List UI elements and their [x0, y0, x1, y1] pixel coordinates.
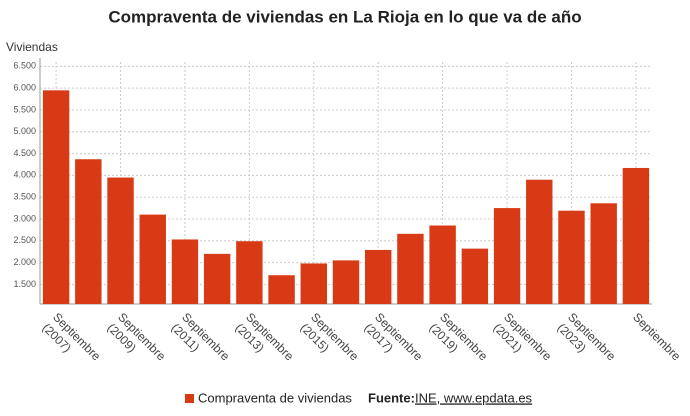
- y-tick-label: 4.500: [13, 148, 36, 158]
- y-axis-label: Viviendas: [6, 40, 58, 54]
- legend-label: Compraventa de viviendas: [198, 390, 352, 405]
- bar: [236, 241, 263, 304]
- bar: [203, 253, 231, 304]
- bar: [558, 210, 585, 304]
- bar: [300, 263, 327, 304]
- bar: [139, 214, 166, 304]
- legend-swatch: [185, 394, 194, 403]
- y-tick-label: 6.500: [13, 61, 36, 71]
- bar: [365, 249, 392, 304]
- bar: [397, 233, 424, 304]
- source[interactable]: INE, www.epdata.es: [415, 390, 533, 405]
- chart-title: Compraventa de viviendas en La Rioja en …: [108, 7, 581, 26]
- bar: [493, 208, 521, 304]
- bar: [461, 248, 489, 304]
- y-tick-label: 5.500: [13, 104, 36, 114]
- y-tick-label: 3.500: [13, 192, 36, 202]
- bar: [590, 203, 617, 304]
- bar: [42, 90, 70, 304]
- y-tick-label: 3.000: [13, 213, 36, 223]
- bar: [622, 167, 650, 304]
- bar: [526, 179, 553, 304]
- y-tick-label: 1.500: [13, 279, 36, 289]
- y-tick-label: 6.000: [13, 83, 36, 93]
- y-tick-label: 5.000: [13, 126, 36, 136]
- y-tick-label: 2.500: [13, 235, 36, 245]
- source-label: Fuente:: [368, 390, 415, 405]
- bar: [429, 225, 456, 304]
- bar: [107, 177, 134, 304]
- bar: [268, 275, 295, 304]
- y-tick-label: 4.000: [13, 170, 36, 180]
- bar: [75, 159, 102, 304]
- y-tick-label: 2.000: [13, 257, 36, 267]
- bar: [332, 260, 360, 304]
- bar: [171, 239, 199, 304]
